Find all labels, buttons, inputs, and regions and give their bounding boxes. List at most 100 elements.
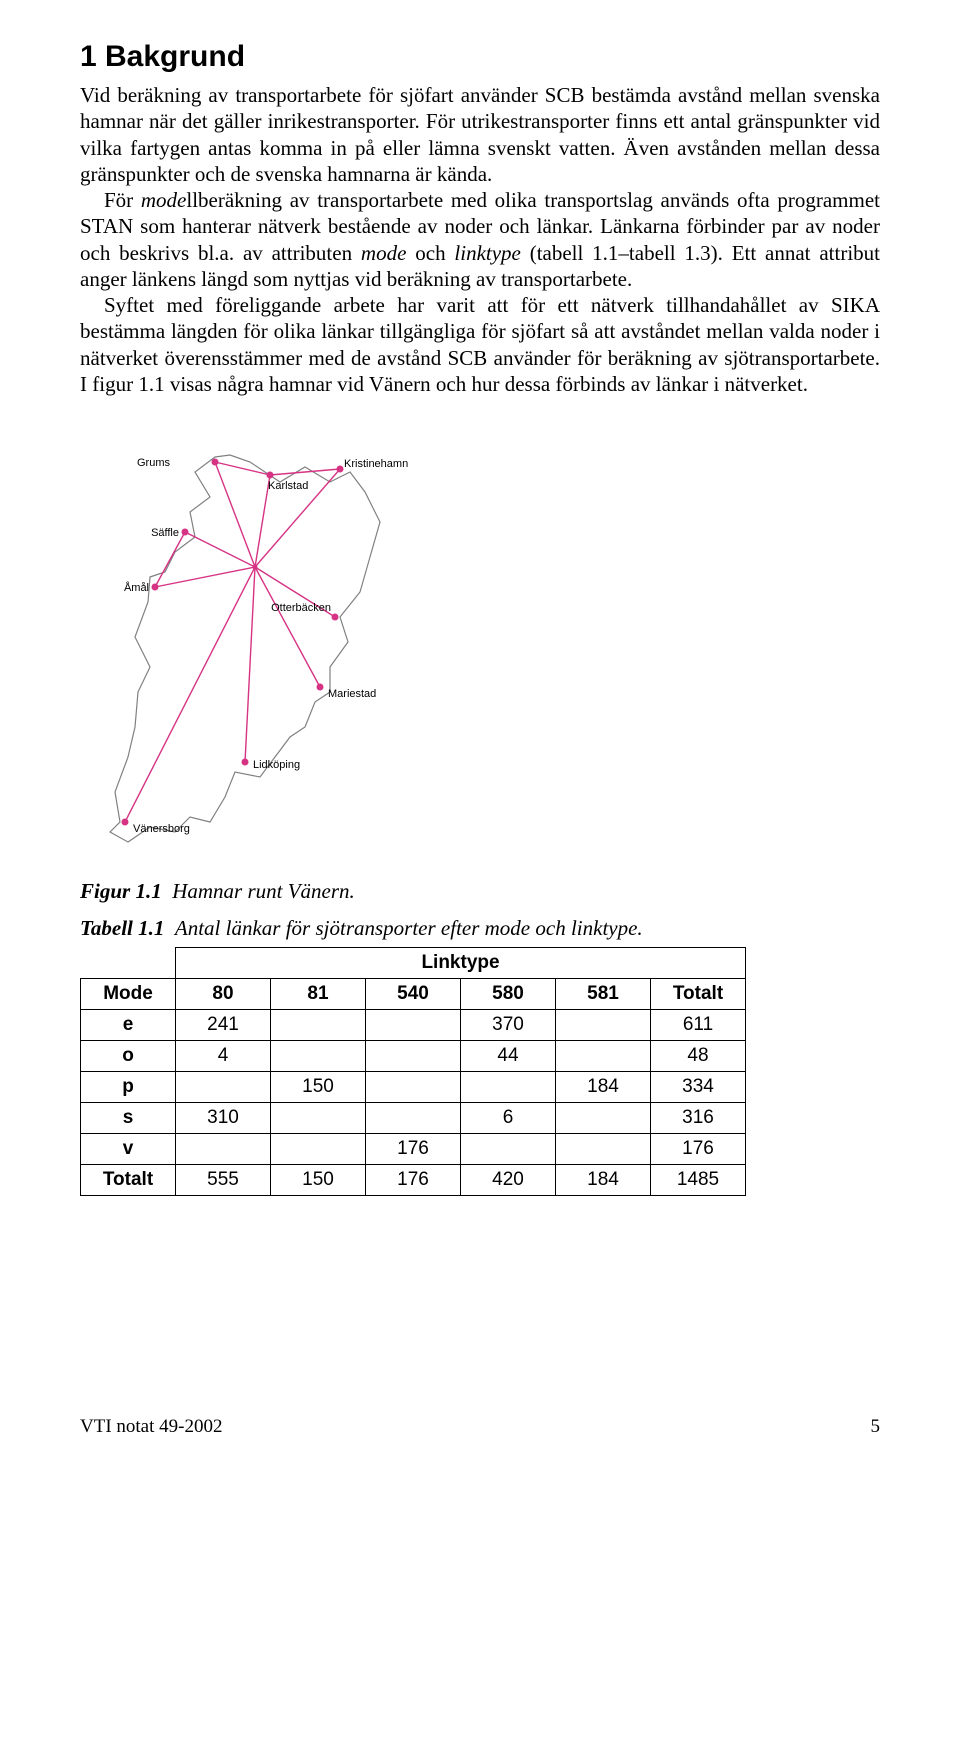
- figure-caption: Figur 1.1 Hamnar runt Vänern.: [80, 879, 880, 904]
- table-cell: 4: [176, 1041, 271, 1072]
- table-cell: 184: [556, 1072, 651, 1103]
- harbor-node: [152, 584, 158, 590]
- harbor-label: Karlstad: [268, 480, 308, 492]
- table-cell: 176: [651, 1134, 746, 1165]
- footer-left: VTI notat 49-2002: [80, 1416, 222, 1438]
- table-cell: [271, 1041, 366, 1072]
- table-cell: 555: [176, 1165, 271, 1196]
- page-footer: VTI notat 49-2002 5: [80, 1416, 880, 1438]
- table-cell: [366, 1072, 461, 1103]
- table-cell: [366, 1103, 461, 1134]
- harbor-node: [182, 529, 188, 535]
- network-link: [185, 532, 255, 567]
- table-cell: [461, 1072, 556, 1103]
- table-cell: 184: [556, 1165, 651, 1196]
- table-cell: [556, 1010, 651, 1041]
- network-link: [270, 469, 340, 475]
- table-row-header: p: [81, 1072, 176, 1103]
- paragraph-1: Vid beräkning av transportarbete för sjö…: [80, 82, 880, 187]
- table-cell: 150: [271, 1165, 366, 1196]
- table-col-header: 81: [271, 979, 366, 1010]
- table-col-header: 80: [176, 979, 271, 1010]
- harbor-label: Vänersborg: [133, 823, 190, 835]
- network-link: [125, 567, 255, 822]
- table-col-header: 581: [556, 979, 651, 1010]
- harbor-node: [267, 472, 273, 478]
- harbor-node: [337, 466, 343, 472]
- vanern-map: Grums Karlstad Kristinehamn Säffle Åmål Otter…: [80, 427, 500, 867]
- lake-outline: [110, 455, 380, 842]
- paragraph-2: För modellberäkning av transportarbete m…: [80, 187, 880, 292]
- table-cell: 1485: [651, 1165, 746, 1196]
- table-cell: 611: [651, 1010, 746, 1041]
- table-caption-label: Tabell 1.1: [80, 916, 164, 940]
- table-cell: 241: [176, 1010, 271, 1041]
- table-cell: 334: [651, 1072, 746, 1103]
- table-cell: 370: [461, 1010, 556, 1041]
- figure-caption-label: Figur 1.1: [80, 879, 162, 903]
- network-link: [245, 567, 255, 762]
- table-row: e241 370 611: [81, 1010, 746, 1041]
- table-row: s310 6 316: [81, 1103, 746, 1134]
- table-col-header: Totalt: [651, 979, 746, 1010]
- table-cell: 176: [366, 1134, 461, 1165]
- table-cell: [556, 1041, 651, 1072]
- table-row-header: v: [81, 1134, 176, 1165]
- table-cell: 150: [271, 1072, 366, 1103]
- table-supercol: Linktype: [176, 948, 746, 979]
- table-cell: 44: [461, 1041, 556, 1072]
- table-corner: [81, 948, 176, 979]
- harbor-node: [242, 759, 248, 765]
- network-hub: [253, 565, 258, 570]
- table-row: p 150 184334: [81, 1072, 746, 1103]
- harbor-label: Mariestad: [328, 688, 376, 700]
- harbor-node: [332, 614, 338, 620]
- table-cell: 316: [651, 1103, 746, 1134]
- table-cell: 48: [651, 1041, 746, 1072]
- table-row-header: s: [81, 1103, 176, 1134]
- table-cell: [366, 1041, 461, 1072]
- table-col-header: 540: [366, 979, 461, 1010]
- harbor-node: [317, 684, 323, 690]
- footer-right: 5: [871, 1416, 881, 1438]
- table-cell: [176, 1072, 271, 1103]
- harbor-label: Kristinehamn: [344, 458, 408, 470]
- table-cell: 310: [176, 1103, 271, 1134]
- section-heading: 1 Bakgrund: [80, 40, 880, 74]
- table-row: o44448: [81, 1041, 746, 1072]
- paragraph-3: Syftet med föreliggande arbete har varit…: [80, 292, 880, 397]
- table-row-header: Totalt: [81, 1165, 176, 1196]
- figure-1-1: Grums Karlstad Kristinehamn Säffle Åmål Otter…: [80, 427, 880, 904]
- harbor-label: Otterbäcken: [271, 602, 331, 614]
- table-cell: 176: [366, 1165, 461, 1196]
- table-row-header: o: [81, 1041, 176, 1072]
- table-caption: Tabell 1.1 Antal länkar för sjötransport…: [80, 916, 880, 941]
- network-link: [155, 567, 255, 587]
- network-link: [215, 462, 270, 475]
- table-cell: [461, 1134, 556, 1165]
- network-link: [155, 532, 185, 587]
- table-cell: [271, 1103, 366, 1134]
- harbor-node: [122, 819, 128, 825]
- network-link: [255, 567, 320, 687]
- network-link: [215, 462, 255, 567]
- harbor-label: Grums: [137, 457, 171, 469]
- table-cell: 420: [461, 1165, 556, 1196]
- table-row-header: e: [81, 1010, 176, 1041]
- table-cell: [556, 1103, 651, 1134]
- table-cell: [366, 1010, 461, 1041]
- harbor-label: Säffle: [151, 527, 179, 539]
- table-row: v 176 176: [81, 1134, 746, 1165]
- table-col-header: Mode: [81, 979, 176, 1010]
- harbor-label: Lidköping: [253, 759, 300, 771]
- linktype-table: LinktypeMode8081540580581Totalte24137061…: [80, 947, 746, 1196]
- table-cell: [556, 1134, 651, 1165]
- harbor-node: [212, 459, 218, 465]
- table-row: Totalt5551501764201841485: [81, 1165, 746, 1196]
- table-cell: [176, 1134, 271, 1165]
- table-col-header: 580: [461, 979, 556, 1010]
- table-cell: [271, 1134, 366, 1165]
- table-cell: [271, 1010, 366, 1041]
- harbor-label: Åmål: [124, 581, 149, 594]
- table-cell: 6: [461, 1103, 556, 1134]
